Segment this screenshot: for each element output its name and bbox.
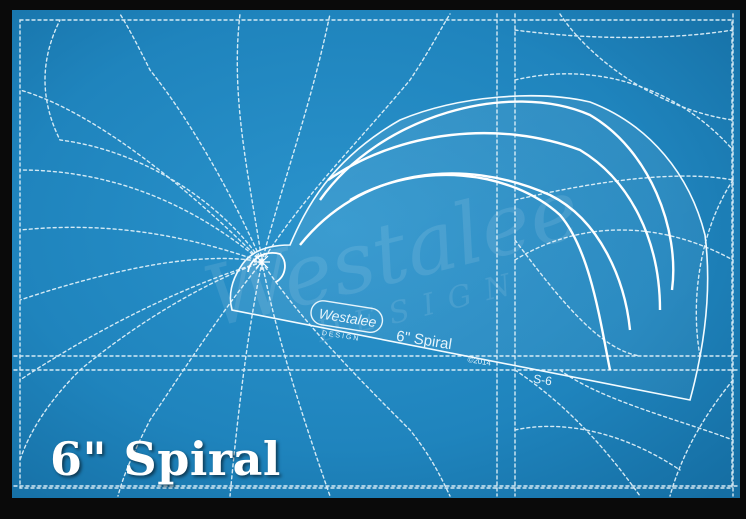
ruler-logo-icon <box>310 300 384 334</box>
spiral-ruler: Westalee DESIGN 6" Spiral ©2014 S-6 <box>229 94 709 401</box>
ruler-slot-1 <box>319 100 675 291</box>
ruler-slot-4 <box>349 173 612 371</box>
ruler-slot-2 <box>327 131 662 311</box>
ruler-notch <box>247 252 286 283</box>
center-point-icon <box>254 254 270 270</box>
caption-title: 6" Spiral <box>50 432 281 486</box>
ruler-copyright: ©2014 <box>467 355 492 368</box>
ruler-code: S-6 <box>532 372 553 389</box>
ruler-body <box>229 94 709 401</box>
